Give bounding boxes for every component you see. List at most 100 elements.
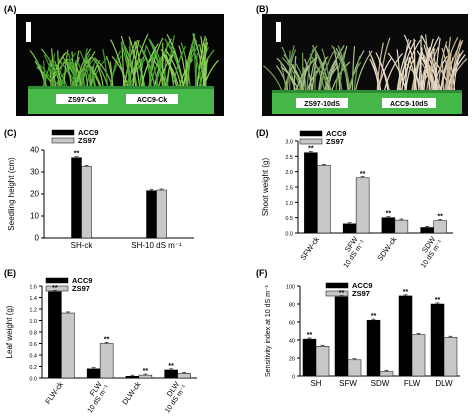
grass-blade	[29, 50, 48, 89]
grass-blade	[148, 38, 164, 89]
x-tick-label: SDW	[371, 379, 390, 388]
legend-swatch	[51, 137, 75, 144]
grass-blade	[378, 37, 391, 93]
grass-blade	[74, 62, 82, 89]
y-tick-label: 2.0	[285, 170, 293, 176]
grass-blade	[351, 46, 356, 93]
bar-zs97-0	[315, 346, 330, 377]
bar-acc9-3	[398, 295, 413, 377]
grass-blade	[319, 51, 335, 93]
x-tick-label: SH	[310, 379, 321, 388]
grass-blade	[308, 52, 318, 93]
legend-swatch	[45, 285, 69, 292]
x-tick-label: DLW-ck	[120, 380, 142, 407]
grass-blade	[78, 58, 95, 89]
tag-left-a-bg	[56, 94, 108, 104]
y-tick-label: 1.5	[285, 186, 293, 192]
bar-acc9-3	[420, 227, 434, 234]
bar-zs97-0	[81, 166, 92, 239]
chart-d: 0.0 0.5 1.0 1.5 2.0 2.5 3.0 Shoot weight (g) ACC…	[261, 129, 453, 269]
grass-blade	[311, 56, 318, 93]
legend-label: ZS97	[72, 284, 90, 293]
grass-blade	[337, 45, 351, 93]
grass-blade	[125, 55, 137, 89]
legend-swatch	[299, 130, 323, 137]
tag-right-b: ACC9-10dS	[390, 101, 428, 108]
grass-blade	[353, 55, 361, 93]
significance-label: **	[339, 290, 345, 297]
significance-label: **	[360, 171, 366, 178]
legend-swatch	[51, 129, 75, 136]
tag-right-a: ACC9-Ck	[137, 97, 167, 104]
bar-acc9-0	[304, 152, 318, 234]
bar-acc9-4	[430, 303, 445, 377]
bar-zs97-1	[347, 359, 362, 377]
x-tick-label: SFW-ck	[298, 235, 321, 262]
grass-blade	[432, 47, 438, 93]
bar-zs97-3	[433, 220, 447, 234]
grass-blade	[323, 65, 339, 93]
y-tick-label: 1.4	[29, 296, 37, 302]
y-tick-label: 1.0	[285, 201, 293, 207]
grass-blade	[263, 65, 283, 93]
bar-acc9-2	[125, 376, 140, 379]
x-tick-label: SH-10 dS m⁻¹	[131, 241, 182, 250]
grass-blade	[134, 40, 145, 89]
legend-swatch	[325, 282, 349, 289]
y-tick-label: 0.8	[29, 331, 37, 337]
grass-blade	[42, 60, 46, 89]
bar-acc9-1	[342, 223, 357, 234]
y-tick-label: 0.2	[29, 365, 37, 371]
y-axis-label: Shoot weight (g)	[261, 158, 270, 217]
bar-acc9-1	[86, 368, 101, 379]
seedlings-b	[263, 34, 468, 93]
grass-blade	[128, 46, 146, 89]
y-tick-label: 0.0	[285, 232, 293, 238]
bar-zs97-1	[355, 177, 370, 234]
photo-panel-b: ZS97-10dS ACC9-10dS	[262, 14, 468, 116]
grass-blade	[312, 45, 328, 93]
grass-blade	[50, 53, 56, 89]
grass-blade	[306, 48, 314, 93]
grass-blade	[50, 60, 68, 89]
grass-blade	[196, 35, 206, 89]
grass-blade	[79, 50, 92, 89]
photo-a-svg: ZS97-Ck ACC9-Ck	[16, 14, 224, 116]
grass-blade	[447, 49, 451, 93]
y-tick-label: 0.5	[285, 216, 293, 222]
grass-blade	[102, 48, 109, 89]
panel-label-c: (C)	[4, 128, 17, 138]
significance-label: **	[403, 289, 409, 296]
legend-label: ACC9	[78, 128, 98, 137]
grass-blade	[376, 42, 384, 93]
y-tick-label: 40	[289, 339, 295, 345]
legend-label: ZS97	[352, 289, 370, 298]
grass-blade	[387, 52, 407, 93]
grass-blade	[121, 40, 138, 89]
y-tick-label: 100	[286, 285, 295, 291]
grass-blade	[161, 53, 180, 89]
grass-blade	[163, 43, 168, 89]
significance-label: **	[437, 214, 443, 221]
grass-blade	[120, 42, 131, 89]
grass-blade	[195, 52, 198, 89]
grass-blade	[449, 39, 462, 93]
y-tick-label: 20	[289, 357, 295, 363]
y-tick-label: 0.0	[29, 377, 37, 383]
grass-blade	[276, 65, 289, 93]
y-axis-label: Sensitivity index at 10 dS m⁻¹	[265, 284, 272, 377]
grass-blade	[172, 45, 187, 89]
legend-label: ZS97	[326, 137, 344, 146]
bar-zs97-0	[61, 312, 75, 379]
legend-swatch	[45, 277, 69, 284]
bar-acc9-1	[146, 190, 157, 239]
y-tick-label: 2.5	[285, 155, 293, 161]
grass-blade	[377, 57, 393, 93]
significance-label: **	[435, 297, 441, 304]
grass-blade	[165, 49, 182, 89]
grass-blade	[139, 44, 148, 89]
x-tick-label: FLW-ck	[43, 380, 65, 406]
scale-bar	[26, 22, 31, 42]
grass-blade	[378, 59, 389, 93]
